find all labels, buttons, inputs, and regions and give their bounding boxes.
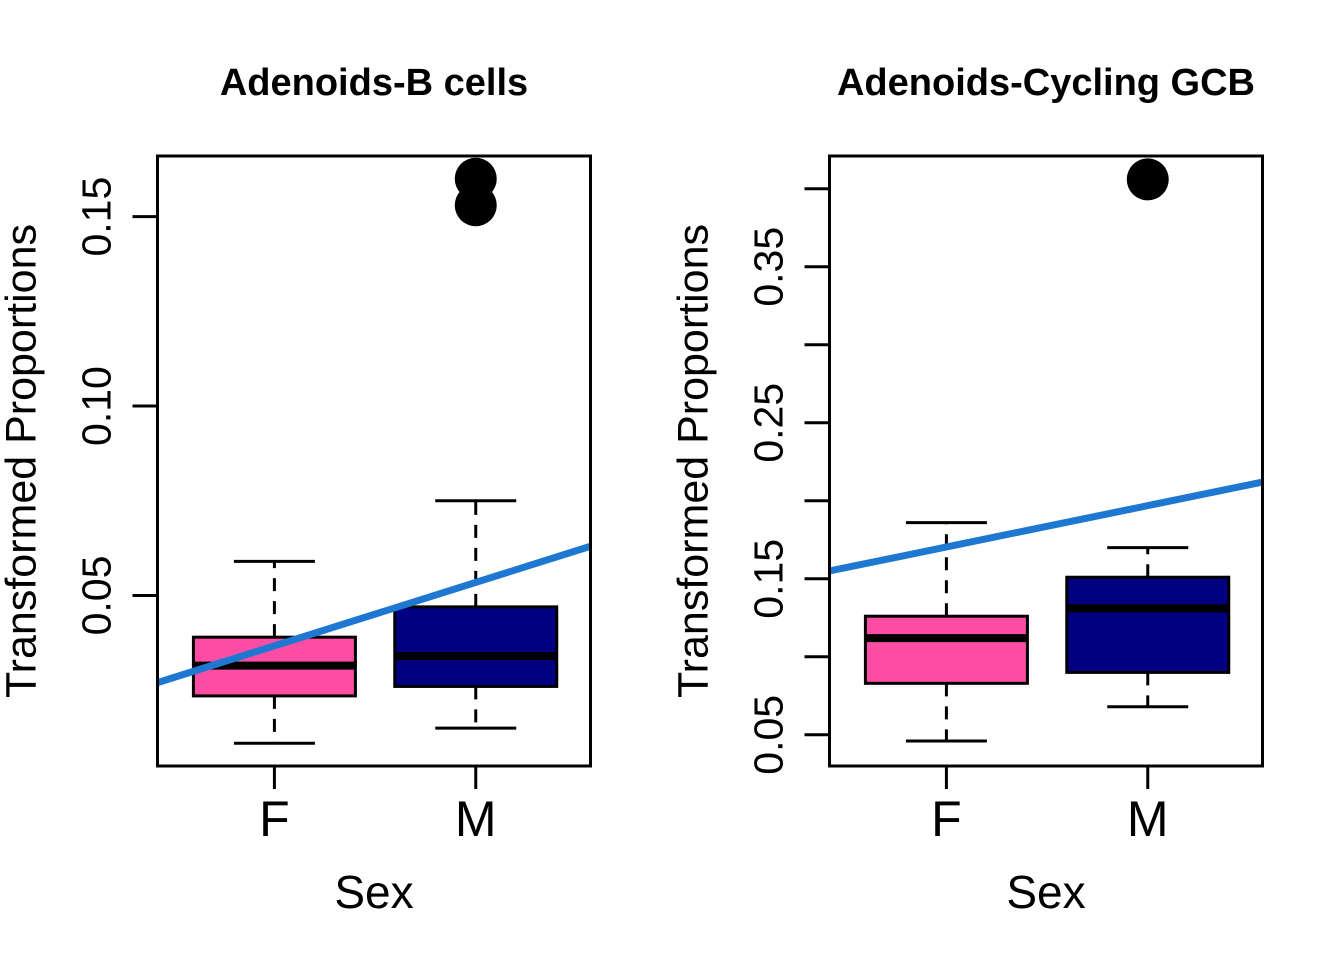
- trend-line: [828, 478, 1264, 575]
- box-group-m: [393, 157, 559, 730]
- y-tick-label: 0.10: [73, 366, 119, 446]
- category-label-m: M: [455, 791, 497, 847]
- boxplot-svg: Adenoids-Cycling GCB Transformed Proporti…: [672, 62, 1264, 918]
- plot-border: [156, 154, 592, 768]
- outlier-dot: [1126, 158, 1169, 201]
- y-tick-label: 0.05: [745, 695, 791, 775]
- box-m: [393, 605, 559, 688]
- category-label-f: F: [259, 791, 290, 847]
- box-m: [1065, 575, 1231, 674]
- plot-border: [828, 154, 1264, 768]
- box-f: [863, 614, 1029, 685]
- y-tick-label: 0.05: [73, 556, 119, 636]
- category-label-f: F: [931, 791, 962, 847]
- y-axis-label: Transformed Proportions: [672, 224, 718, 698]
- y-tick-label: 0.25: [745, 383, 791, 463]
- panel-title: Adenoids-Cycling GCB: [837, 62, 1255, 104]
- outlier-dot: [454, 157, 497, 200]
- category-label-m: M: [1127, 791, 1169, 847]
- panel-title: Adenoids-B cells: [220, 62, 528, 104]
- box-group-f: [191, 559, 357, 745]
- panel-adenoids-cycling-gcb: Adenoids-Cycling GCB Transformed Proporti…: [672, 0, 1344, 960]
- panel-adenoids-b-cells: Adenoids-B cells Transformed Proportions 0…: [0, 62, 592, 918]
- trend-line: [156, 542, 592, 686]
- y-tick-label: 0.35: [745, 227, 791, 307]
- y-axis-label: Transformed Proportions: [0, 224, 46, 698]
- y-tick-label: 0.15: [73, 177, 119, 257]
- box-group-m: [1065, 158, 1231, 709]
- x-axis-label: Sex: [334, 866, 413, 918]
- boxplot-svg: Adenoids-B cells Transformed Proportions 0…: [0, 62, 592, 918]
- y-tick-label: 0.15: [745, 539, 791, 619]
- x-axis-label: Sex: [1006, 866, 1085, 918]
- box-group-f: [863, 521, 1029, 743]
